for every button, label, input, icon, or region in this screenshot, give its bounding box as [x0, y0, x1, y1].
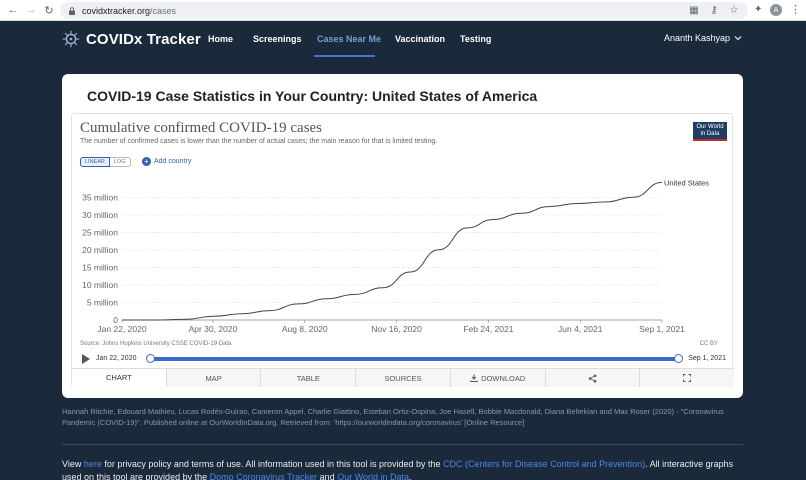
lock-icon [69, 6, 75, 15]
page-title: COVID-19 Case Statistics in Your Country… [87, 88, 538, 104]
fullscreen-icon [683, 374, 692, 382]
chart-citation: Hannah Ritchie, Edouard Mathieu, Lucas R… [62, 407, 724, 427]
chart-title: Cumulative confirmed COVID-19 cases [80, 120, 323, 136]
timeline-start-label: Jan 22, 2020 [96, 355, 137, 362]
timeline-track[interactable] [150, 357, 678, 361]
nav-screenings[interactable]: Screenings [253, 34, 302, 44]
forward-arrow-icon[interactable]: → [25, 4, 37, 16]
statistics-card: COVID-19 Case Statistics in Your Country… [62, 74, 743, 398]
x-tick-label: Jun 4, 2021 [558, 324, 603, 334]
footer-text-2: for privacy policy and terms of use. All… [101, 459, 444, 469]
brand-logo[interactable]: COVIDx Tracker [62, 30, 201, 48]
timeline-end-label: Sep 1, 2021 [688, 355, 726, 362]
owid-logo[interactable]: Our World in Data [693, 122, 727, 141]
tab-sources-label: SOURCES [384, 373, 422, 383]
key-icon[interactable]: ⚷ [710, 5, 718, 16]
chart-tabbar: CHART MAP TABLE SOURCES DOWNLOAD [72, 368, 734, 387]
tab-table-label: TABLE [296, 373, 320, 383]
tab-map[interactable]: MAP [167, 369, 262, 387]
y-tick-label: 5 million [87, 298, 118, 308]
x-tick-label: Feb 24, 2021 [463, 324, 513, 334]
site-navbar: COVIDx Tracker Home Screenings Cases Nea… [0, 21, 806, 59]
footer-text: View here for privacy policy and terms o… [62, 458, 743, 480]
virus-icon [62, 30, 80, 48]
tab-map-label: MAP [205, 373, 222, 383]
chart-source: Source: Johns Hopkins University CSSE CO… [80, 341, 232, 347]
log-scale-button[interactable]: LOG [109, 157, 131, 167]
nav-cases-near-me[interactable]: Cases Near Me [317, 34, 382, 44]
timeline-start-handle[interactable] [146, 354, 155, 363]
cdc-link[interactable]: CDC (Centers for Disease Control and Pre… [443, 459, 646, 469]
footer-text-1: View [62, 459, 84, 469]
x-tick-label: Jan 22, 2020 [97, 324, 146, 334]
tab-chart-label: CHART [106, 372, 132, 382]
series-label: United States [664, 179, 709, 187]
owid-logo-line1: Our World [696, 124, 724, 130]
url-host: covidxtracker.org [82, 5, 151, 16]
user-name: Ananth Kashyap [664, 33, 731, 43]
x-tick-label: Sep 1, 2021 [639, 324, 685, 334]
y-tick-label: 35 million [82, 193, 118, 203]
brand-name: COVIDx Tracker [86, 30, 201, 48]
footer-text-4: and [317, 472, 338, 480]
browser-toolbar: ← → ↻ covidxtracker.org/cases ▦ ⚷ ☆ ✦ A … [0, 0, 806, 21]
linear-scale-button[interactable]: LINEAR [80, 157, 110, 167]
owid-logo-line2: in Data [700, 130, 720, 137]
tab-download-label: DOWNLOAD [481, 373, 526, 383]
tab-sources[interactable]: SOURCES [356, 369, 451, 387]
timeline-end-handle[interactable] [674, 354, 683, 363]
footer-divider [62, 444, 743, 445]
share-icon [588, 374, 597, 382]
url-path: /cases [150, 5, 177, 16]
nav-vaccination[interactable]: Vaccination [395, 34, 446, 44]
license-label[interactable]: CC BY [699, 341, 718, 347]
plus-icon: + [142, 157, 151, 166]
tab-fullscreen[interactable] [640, 369, 734, 387]
x-tick-label: Nov 16, 2020 [371, 324, 422, 334]
active-nav-underline [314, 55, 375, 57]
bookmark-star-icon[interactable]: ☆ [729, 5, 739, 16]
add-country-label: Add country [154, 158, 192, 165]
footer-text-3: . All interactive graphs used on this to… [62, 459, 734, 480]
owid-link[interactable]: Our World in Data [337, 472, 410, 480]
tab-chart[interactable]: CHART [72, 369, 167, 387]
y-tick-label: 15 million [82, 263, 118, 273]
tab-table[interactable]: TABLE [261, 369, 357, 387]
add-country-button[interactable]: + Add country [142, 157, 191, 166]
user-menu[interactable]: Ananth Kashyap [664, 33, 742, 43]
tab-share[interactable] [546, 369, 641, 387]
more-menu-icon[interactable]: ⋮ [790, 4, 801, 16]
footer-text-5: . [409, 472, 412, 480]
owid-chart-embed: Cumulative confirmed COVID-19 cases The … [71, 113, 734, 387]
address-bar[interactable]: covidxtracker.org/cases ▦ ⚷ ☆ [60, 2, 748, 19]
x-tick-label: Apr 30, 2020 [189, 324, 238, 334]
y-tick-label: 25 million [82, 228, 118, 238]
series-line [121, 181, 663, 321]
profile-avatar[interactable]: A [770, 4, 782, 16]
y-tick-label: 20 million [82, 245, 118, 255]
scale-toggle: LINEAR LOG [80, 157, 131, 167]
timeline-slider: Jan 22, 2020 Sep 1, 2021 [80, 352, 728, 366]
y-tick-label: 0 [113, 315, 118, 325]
nav-testing[interactable]: Testing [460, 34, 492, 44]
chart-subtitle: The number of confirmed cases is lower t… [80, 138, 438, 145]
reload-icon[interactable]: ↻ [44, 4, 54, 17]
x-tick-label: Aug 8, 2020 [282, 324, 328, 334]
line-chart: 0 5 million 10 million 15 million 20 million… [82, 179, 709, 334]
extensions-puzzle-icon[interactable]: ✦ [754, 4, 763, 15]
domo-link[interactable]: Domo Coronavirus Tracker [209, 472, 318, 480]
download-icon [470, 374, 478, 382]
chevron-down-icon [734, 36, 742, 41]
y-tick-label: 30 million [82, 210, 118, 220]
qr-code-icon[interactable]: ▦ [689, 5, 699, 16]
tab-download[interactable]: DOWNLOAD [451, 369, 546, 387]
y-tick-label: 10 million [82, 280, 118, 290]
nav-home[interactable]: Home [208, 34, 234, 44]
privacy-link[interactable]: here [83, 459, 102, 469]
play-icon[interactable] [82, 354, 90, 364]
back-arrow-icon[interactable]: ← [7, 4, 19, 16]
